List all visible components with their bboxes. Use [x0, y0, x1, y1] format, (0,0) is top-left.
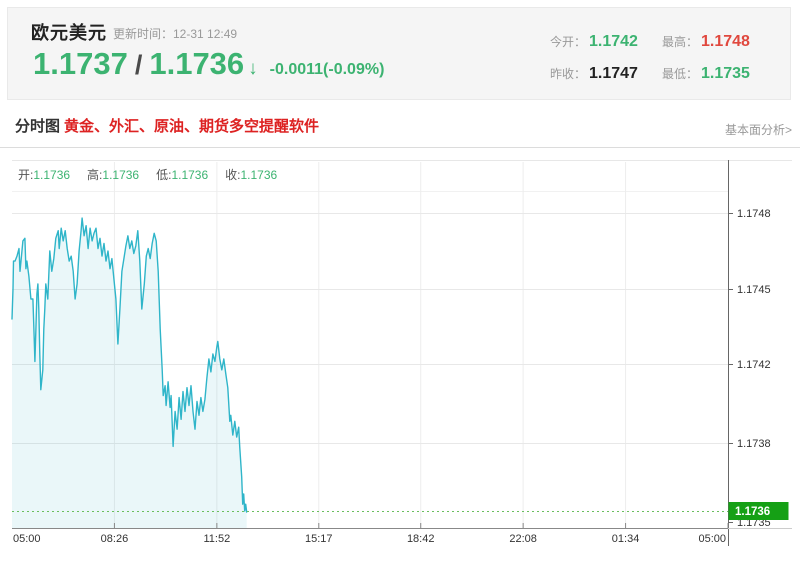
x-tick-label: 22:08 [509, 533, 537, 545]
legend-open: 开:1.1736 [18, 168, 71, 182]
down-arrow-icon: ↓ [248, 58, 258, 79]
chart-canvas[interactable]: 开:1.1736 高:1.1736 低:1.1736 收:1.1736 05:0… [0, 160, 800, 550]
x-tick-label: 18:42 [407, 533, 435, 545]
ohlc-legend: 开:1.1736 高:1.1736 低:1.1736 收:1.1736 [18, 166, 277, 183]
stat-low-value: 1.1735 [701, 65, 750, 82]
svg-text:1.1736: 1.1736 [735, 506, 770, 518]
axis-labels: 05:00 08:26 11:52 15:17 18:42 22:08 01:34 05:00… [13, 208, 771, 545]
stat-open-value: 1.1742 [589, 33, 638, 50]
x-tick-label: 05:00 [698, 533, 726, 545]
current-price-badge: 1.1736 [728, 502, 789, 520]
price-change: -0.0011(-0.09%) [269, 61, 385, 78]
legend-high: 高:1.1736 [87, 168, 140, 182]
current-quote: 1.1737 / 1.1736 ↓ -0.0011(-0.09%) [33, 46, 384, 82]
update-time: 更新时间：12-31 12:49 [113, 27, 238, 41]
ask-price: 1.1736 [149, 46, 245, 81]
quote-panel: 欧元美元 更新时间：12-31 12:49 1.1737 / 1.1736 ↓ … [7, 7, 791, 100]
stat-prev-close-label: 昨收： [550, 67, 587, 81]
symbol-title: 欧元美元 [31, 23, 107, 43]
divider-line [0, 147, 800, 148]
stat-prev-close: 昨收： 1.1747 [550, 65, 638, 83]
stat-prev-close-value: 1.1747 [589, 65, 638, 82]
y-tick-label: 1.1742 [737, 359, 771, 371]
price-chart-svg[interactable]: 05:00 08:26 11:52 15:17 18:42 22:08 01:34 05:00… [0, 160, 800, 550]
y-tick-label: 1.1745 [737, 284, 771, 296]
x-tick-label: 05:00 [13, 533, 41, 545]
x-tick-label: 11:52 [203, 533, 230, 545]
stat-open: 今开： 1.1742 [550, 33, 638, 51]
bid-price: 1.1737 [33, 46, 128, 81]
price-line [11, 217, 248, 513]
stat-high-label: 最高： [662, 35, 699, 49]
stat-low-label: 最低： [662, 67, 699, 81]
x-tick-label: 08:26 [101, 533, 129, 545]
price-area-fill [12, 218, 247, 528]
price-separator: / [134, 50, 143, 80]
stat-open-label: 今开： [550, 35, 587, 49]
grid [12, 162, 728, 528]
fundamental-analysis-link[interactable]: 基本面分析> [724, 123, 792, 137]
promo-link[interactable]: 黄金、外汇、原油、期货多空提醒软件 [64, 118, 320, 135]
y-tick-label: 1.1738 [737, 438, 771, 450]
legend-low: 低:1.1736 [156, 168, 209, 182]
y-tick-label: 1.1748 [737, 208, 771, 220]
legend-close: 收:1.1736 [225, 168, 278, 182]
tab-minute-chart[interactable]: 分时图 [15, 118, 61, 135]
stat-low: 最低： 1.1735 [662, 65, 750, 83]
stat-high-value: 1.1748 [701, 33, 750, 50]
x-tick-label: 15:17 [305, 533, 333, 545]
stat-high: 最高： 1.1748 [662, 33, 750, 51]
x-tick-label: 01:34 [612, 533, 640, 545]
